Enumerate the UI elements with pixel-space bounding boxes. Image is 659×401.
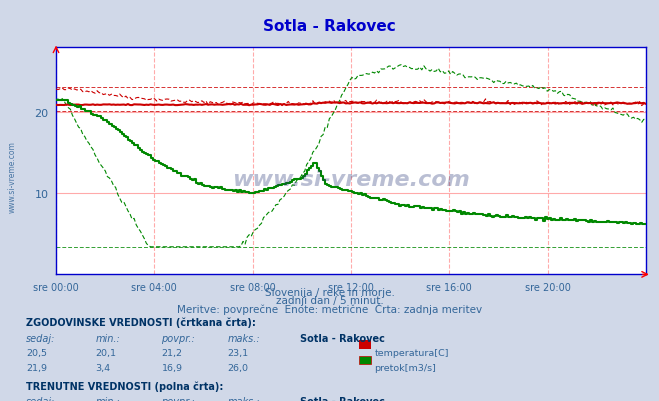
- Text: povpr.:: povpr.:: [161, 333, 195, 343]
- Text: Sotla - Rakovec: Sotla - Rakovec: [300, 396, 385, 401]
- Text: TRENUTNE VREDNOSTI (polna črta):: TRENUTNE VREDNOSTI (polna črta):: [26, 380, 224, 391]
- Text: povpr.:: povpr.:: [161, 396, 195, 401]
- Text: Sotla - Rakovec: Sotla - Rakovec: [263, 18, 396, 34]
- Text: pretok[m3/s]: pretok[m3/s]: [374, 363, 436, 372]
- Text: 21,9: 21,9: [26, 363, 47, 372]
- Text: ZGODOVINSKE VREDNOSTI (črtkana črta):: ZGODOVINSKE VREDNOSTI (črtkana črta):: [26, 317, 256, 327]
- Text: zadnji dan / 5 minut.: zadnji dan / 5 minut.: [275, 295, 384, 305]
- Text: Sotla - Rakovec: Sotla - Rakovec: [300, 333, 385, 343]
- Text: 3,4: 3,4: [96, 363, 111, 372]
- Text: maks.:: maks.:: [227, 396, 260, 401]
- Text: 26,0: 26,0: [227, 363, 248, 372]
- Text: 20,5: 20,5: [26, 348, 47, 357]
- Text: Slovenija / reke in morje.: Slovenija / reke in morje.: [264, 287, 395, 297]
- Text: sedaj:: sedaj:: [26, 333, 56, 343]
- Text: 21,2: 21,2: [161, 348, 183, 357]
- Text: www.si-vreme.com: www.si-vreme.com: [232, 170, 470, 190]
- Text: min.:: min.:: [96, 396, 121, 401]
- Text: www.si-vreme.com: www.si-vreme.com: [8, 141, 17, 212]
- Text: 16,9: 16,9: [161, 363, 183, 372]
- Text: sedaj:: sedaj:: [26, 396, 56, 401]
- Text: 20,1: 20,1: [96, 348, 117, 357]
- Text: temperatura[C]: temperatura[C]: [374, 348, 449, 357]
- Text: 23,1: 23,1: [227, 348, 248, 357]
- Text: maks.:: maks.:: [227, 333, 260, 343]
- Text: min.:: min.:: [96, 333, 121, 343]
- Text: Meritve: povprečne  Enote: metrične  Črta: zadnja meritev: Meritve: povprečne Enote: metrične Črta:…: [177, 302, 482, 314]
